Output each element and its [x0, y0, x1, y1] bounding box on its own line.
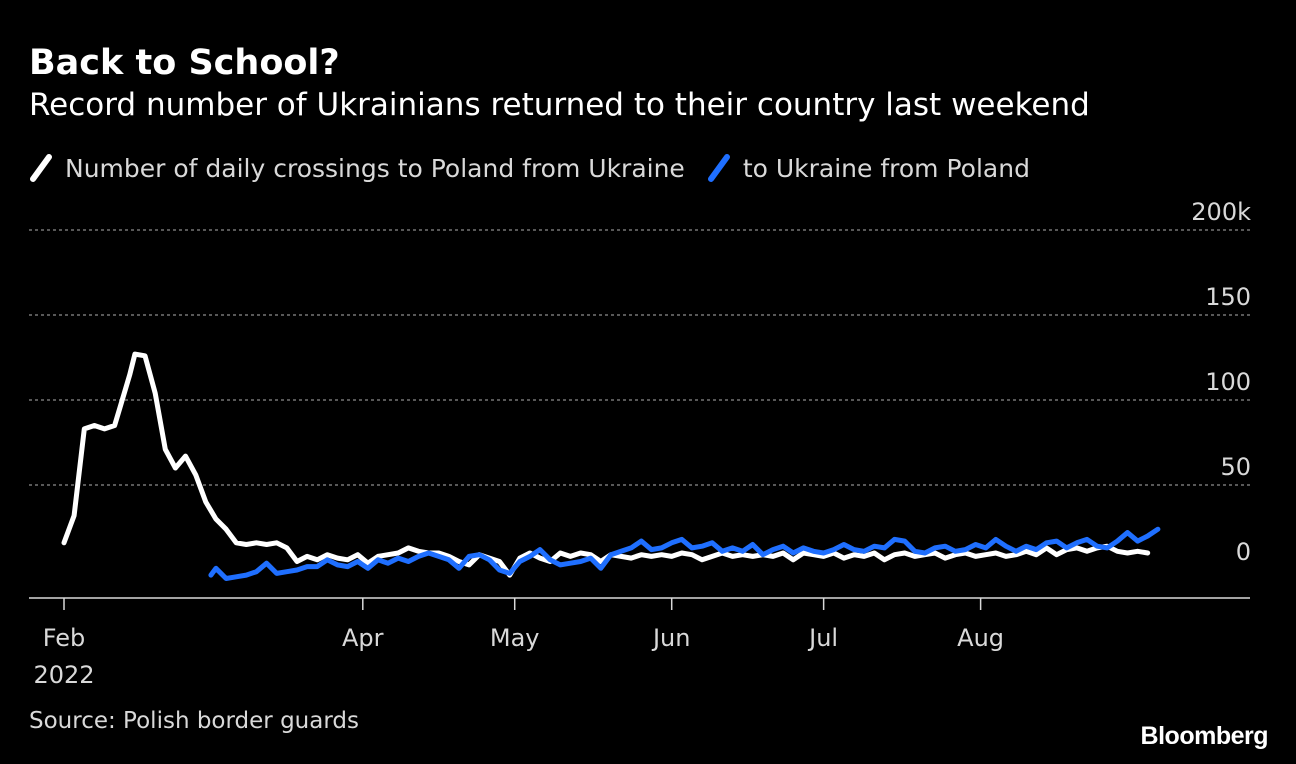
- legend-label-outbound: Number of daily crossings to Poland from…: [65, 153, 685, 183]
- legend: Number of daily crossings to Poland from…: [29, 150, 1052, 186]
- x-tick-label: Apr: [342, 624, 384, 652]
- chart-title: Back to School?: [29, 43, 340, 83]
- y-tick-label: 150: [1205, 283, 1251, 311]
- chart-subtitle: Record number of Ukrainians returned to …: [29, 87, 1090, 123]
- legend-swatch-blue-icon: [707, 154, 730, 182]
- y-tick-label: 200k: [1191, 198, 1251, 226]
- y-tick-label: 50: [1220, 453, 1251, 481]
- legend-item-outbound: Number of daily crossings to Poland from…: [29, 153, 685, 183]
- legend-swatch-white-icon: [30, 154, 52, 182]
- y-tick-label: 0: [1236, 538, 1251, 566]
- series-line-to-poland: [61, 351, 1151, 578]
- source-note: Source: Polish border guards: [29, 708, 359, 734]
- x-tick-label: Jul: [807, 624, 838, 652]
- series-line-to-ukraine: [208, 526, 1161, 581]
- bloomberg-logo: Bloomberg: [1140, 722, 1269, 750]
- y-tick-label: 100: [1205, 368, 1251, 396]
- x-tick-label: Feb: [43, 624, 86, 652]
- x-tick-label: May: [490, 624, 540, 652]
- x-tick-label: Aug: [957, 624, 1004, 652]
- x-tick-label: Jun: [651, 624, 691, 652]
- legend-label-inbound: to Ukraine from Poland: [742, 153, 1030, 183]
- legend-item-inbound: to Ukraine from Poland: [707, 153, 1030, 183]
- x-tick-sublabel: 2022: [33, 661, 94, 689]
